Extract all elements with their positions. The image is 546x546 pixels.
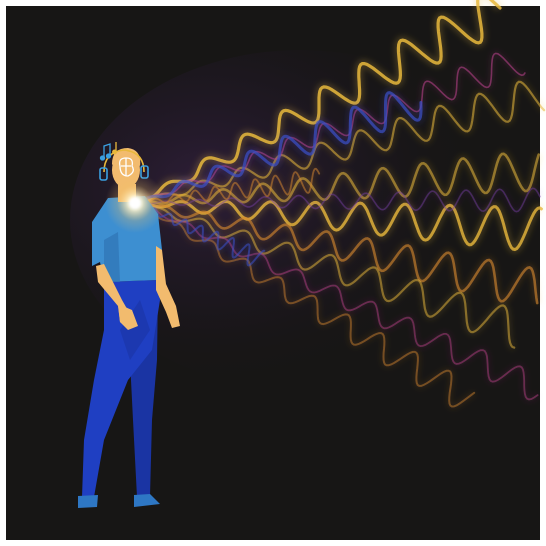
sound-wave: [136, 201, 516, 349]
sound-wave: [136, 91, 423, 205]
music-note-icon: [99, 142, 117, 161]
voice-glow-core: [129, 197, 141, 209]
sound-wave: [136, 0, 502, 205]
right-shoe: [134, 494, 160, 507]
left-hand: [118, 304, 138, 330]
pants-fold: [120, 300, 150, 360]
sound-wave-glow: [136, 200, 476, 410]
left-shoe: [78, 495, 98, 508]
sound-wave: [137, 167, 321, 204]
sound-wave: [137, 202, 476, 408]
shirt-shadow: [104, 232, 120, 282]
sound-wave: [136, 201, 539, 305]
sound-waves: [136, 0, 546, 410]
right-arm: [156, 246, 180, 328]
